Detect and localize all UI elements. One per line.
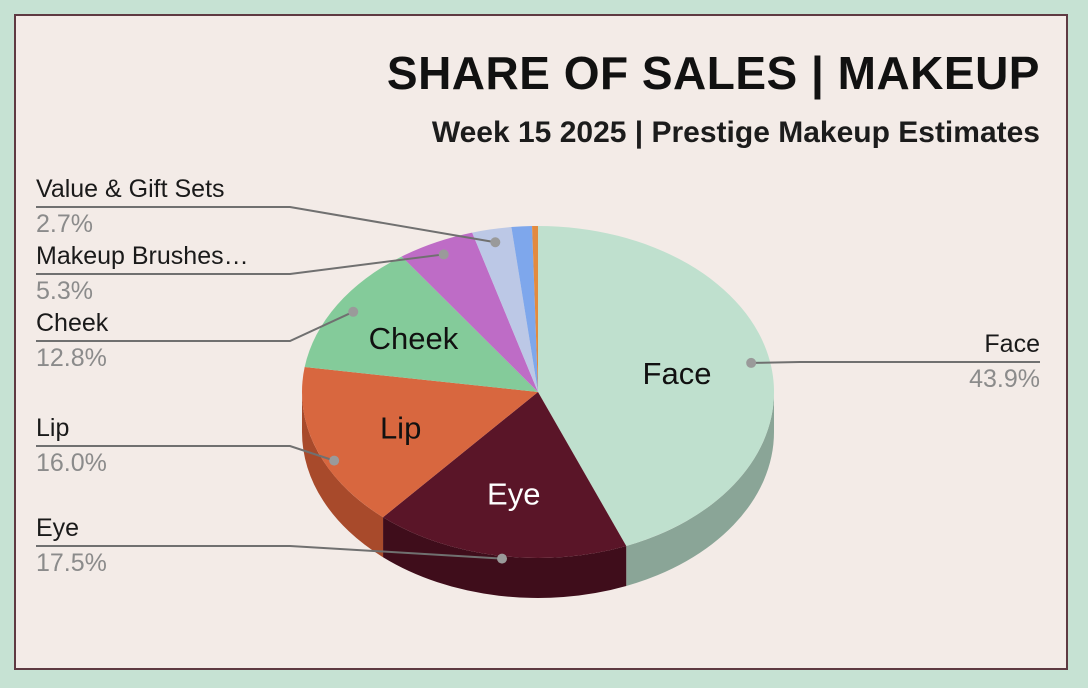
slice-label-0: Face bbox=[643, 356, 712, 391]
callout-name-3: Cheek bbox=[36, 309, 109, 337]
pie-side-0 bbox=[626, 392, 774, 586]
pie-slice-0 bbox=[538, 226, 775, 546]
callout-dot-1 bbox=[497, 553, 508, 564]
callout-name-2: Lip bbox=[36, 414, 69, 442]
pie-slice-3 bbox=[304, 256, 538, 392]
callout-name-1: Eye bbox=[36, 514, 79, 542]
callout-dot-2 bbox=[329, 455, 340, 466]
callout-pct-5: 2.7% bbox=[36, 210, 93, 238]
pie-slice-1 bbox=[383, 392, 627, 559]
slice-label-3: Cheek bbox=[369, 321, 459, 356]
callout-name-4: Makeup Brushes… bbox=[36, 242, 249, 270]
pie-slice-2 bbox=[302, 367, 538, 518]
slice-label-2: Lip bbox=[380, 410, 421, 445]
pie-side-2 bbox=[302, 392, 384, 558]
pie-slice-6 bbox=[511, 226, 538, 392]
callout-line-5 bbox=[36, 206, 496, 244]
callout-dot-0 bbox=[746, 357, 757, 368]
callout-pct-1: 17.5% bbox=[36, 549, 107, 577]
callouts: Value & Gift Sets 2.7% Makeup Brushes… 5.3%… bbox=[36, 175, 1040, 577]
callout-pct-3: 12.8% bbox=[36, 344, 107, 372]
callout-line-3 bbox=[36, 310, 354, 342]
callout-name-0: Face bbox=[984, 330, 1040, 358]
chart-subtitle: Week 15 2025 | Prestige Makeup Estimates bbox=[431, 116, 1040, 149]
pie-slice-5 bbox=[472, 227, 538, 392]
pie-slice-4 bbox=[401, 232, 538, 392]
callout-pct-2: 16.0% bbox=[36, 449, 107, 477]
callout-line-4 bbox=[36, 253, 444, 275]
pie-top: Face Eye Lip Cheek bbox=[302, 225, 775, 559]
callout-dot-3 bbox=[348, 306, 359, 317]
callout-line-1 bbox=[36, 545, 503, 560]
callout-pct-0: 43.9% bbox=[969, 365, 1040, 393]
callout-pct-4: 5.3% bbox=[36, 277, 93, 305]
chart-title: SHARE OF SALES | MAKEUP bbox=[386, 47, 1040, 99]
pie-slice-7 bbox=[532, 225, 538, 392]
callout-dot-5 bbox=[490, 237, 501, 248]
callout-dot-4 bbox=[438, 249, 449, 260]
callout-name-5: Value & Gift Sets bbox=[36, 175, 225, 203]
callout-line-2 bbox=[36, 445, 335, 462]
callout-line-0 bbox=[751, 361, 1040, 364]
slice-label-1: Eye bbox=[487, 477, 540, 512]
